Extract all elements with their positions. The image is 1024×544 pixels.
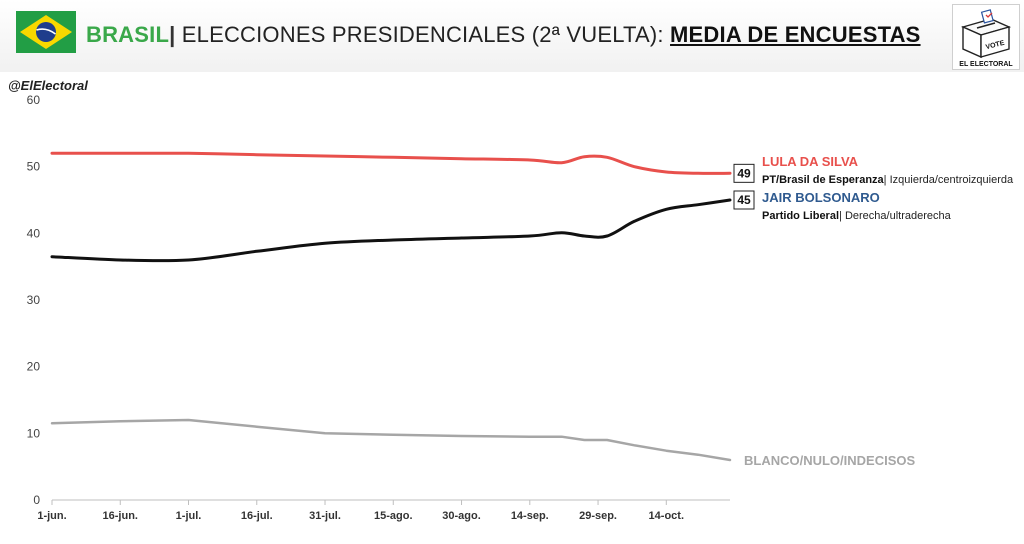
x-tick-label: 30-ago. — [442, 510, 481, 522]
title-emphasis: MEDIA DE ENCUESTAS — [670, 22, 921, 47]
bolsonaro-party-line: Partido Liberal| Derecha/ultraderecha — [762, 210, 952, 222]
x-axis: 1-jun. 16-jun. 1-jul. 16-jul. 31-jul. 15-ago.… — [37, 499, 730, 522]
bolsonaro-separator: | — [839, 210, 845, 222]
el-electoral-logo: VOTE EL ELECTORAL — [952, 4, 1020, 70]
bolsonaro-end-value: 45 — [737, 193, 751, 207]
lula-ideology: Izquierda/centroizquierda — [890, 174, 1014, 186]
y-axis: 0 10 20 30 40 50 60 — [27, 93, 41, 507]
lula-separator: | — [884, 174, 890, 186]
lula-name: LULA DA SILVA — [762, 154, 859, 169]
y-tick-label: 0 — [33, 493, 40, 507]
y-tick-label: 60 — [27, 93, 41, 107]
title-country: BRASIL — [86, 22, 170, 47]
series-group — [50, 151, 732, 462]
blanco-name: BLANCO/NULO/INDECISOS — [744, 453, 916, 468]
series-line-blanco — [50, 418, 732, 462]
x-tick-label: 31-jul. — [309, 510, 341, 522]
lula-end-value: 49 — [737, 166, 751, 180]
series-line-bolsonaro — [50, 198, 732, 263]
header-bar: BRASIL| ELECCIONES PRESIDENCIALES (2ª VU… — [0, 0, 1024, 72]
logo-brand-text: EL ELECTORAL — [959, 61, 1013, 68]
x-tick-label: 29-sep. — [579, 510, 617, 522]
brazil-flag-icon — [16, 11, 76, 53]
bolsonaro-party: Partido Liberal — [762, 210, 839, 222]
title-separator: | — [169, 22, 176, 47]
x-tick-label: 16-jul. — [241, 510, 273, 522]
page-title: BRASIL| ELECCIONES PRESIDENCIALES (2ª VU… — [86, 22, 921, 48]
lula-end-box — [733, 163, 755, 183]
x-tick-label: 15-ago. — [374, 510, 413, 522]
bolsonaro-end-box — [733, 190, 755, 210]
y-tick-label: 30 — [27, 293, 41, 307]
lula-party-line: PT/Brasil de Esperanza| Izquierda/centro… — [762, 174, 1014, 186]
title-main: ELECCIONES PRESIDENCIALES (2ª VUELTA): — [175, 22, 671, 47]
bolsonaro-name: JAIR BOLSONARO — [762, 190, 880, 205]
x-tick-label: 16-jun. — [103, 510, 138, 522]
ballot-box-icon: VOTE EL ELECTORAL — [959, 9, 1013, 68]
x-tick-label: 14-oct. — [649, 510, 684, 522]
twitter-handle: @ElElectoral — [8, 78, 88, 93]
lula-party: PT/Brasil de Esperanza — [762, 174, 885, 186]
x-tick-label: 1-jul. — [176, 510, 202, 522]
series-line-lula — [50, 151, 732, 175]
y-tick-label: 40 — [27, 226, 41, 240]
logo-vote-text: VOTE — [985, 40, 1006, 51]
bolsonaro-ideology: Derecha/ultraderecha — [845, 210, 952, 222]
y-tick-label: 20 — [27, 360, 41, 374]
x-tick-label: 14-sep. — [511, 510, 549, 522]
y-tick-label: 10 — [27, 426, 41, 440]
y-tick-label: 50 — [27, 160, 41, 174]
x-tick-label: 1-jun. — [37, 510, 66, 522]
